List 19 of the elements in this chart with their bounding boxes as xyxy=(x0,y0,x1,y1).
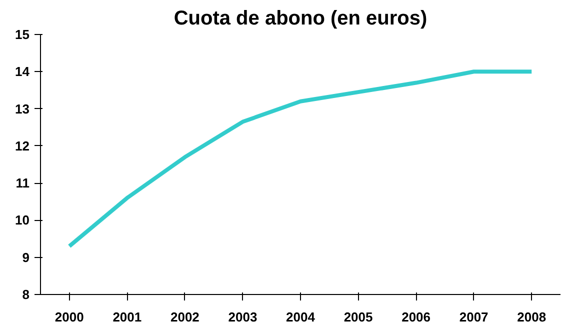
x-tick-label: 2005 xyxy=(344,310,373,324)
x-tick-label: 2003 xyxy=(228,310,258,324)
x-tick-label: 2007 xyxy=(459,310,488,324)
line-series xyxy=(67,70,534,248)
y-tick-label: 11 xyxy=(16,176,30,191)
x-tick-label: 2006 xyxy=(402,310,431,324)
y-tick-label: 9 xyxy=(22,250,30,265)
x-tick-label: 2001 xyxy=(112,310,142,324)
x-tick-label: 2002 xyxy=(170,310,200,324)
y-tick-label: 10 xyxy=(15,212,30,228)
y-tick-label: 12 xyxy=(15,138,30,154)
y-tick-label: 15 xyxy=(15,27,30,42)
x-tick-label: 2008 xyxy=(517,310,546,324)
x-tick-label: 2004 xyxy=(286,310,316,324)
y-tick-label: 8 xyxy=(22,287,30,302)
y-tick-label: 14 xyxy=(15,64,30,80)
x-tick-label: 2000 xyxy=(54,310,84,324)
chart-title: Cuota de abono (en euros) xyxy=(174,8,428,30)
y-tick-label: 13 xyxy=(15,101,30,116)
